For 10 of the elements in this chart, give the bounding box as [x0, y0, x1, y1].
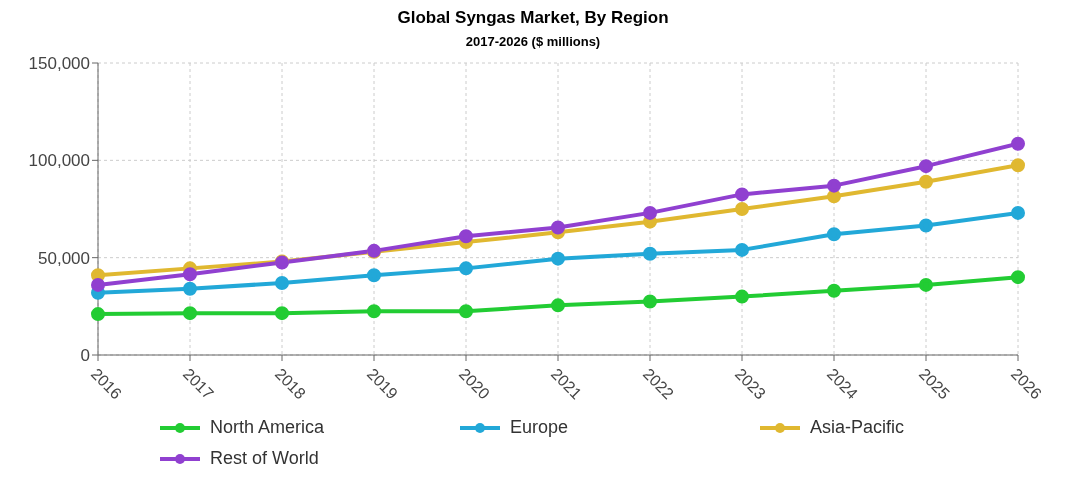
chart-subtitle: 2017-2026 ($ millions)	[464, 34, 602, 49]
chart-title: Global Syngas Market, By Region	[396, 8, 670, 28]
legend-label: North America	[210, 417, 325, 438]
y-tick-label: 100,000	[28, 151, 90, 171]
legend-label: Rest of World	[210, 448, 319, 469]
legend-label: Europe	[510, 417, 569, 438]
legend-label: Asia-Pacific	[810, 417, 905, 438]
y-tick-label: 150,000	[28, 54, 90, 74]
y-tick-label: 0	[80, 346, 90, 366]
y-tick-label: 50,000	[38, 248, 90, 268]
